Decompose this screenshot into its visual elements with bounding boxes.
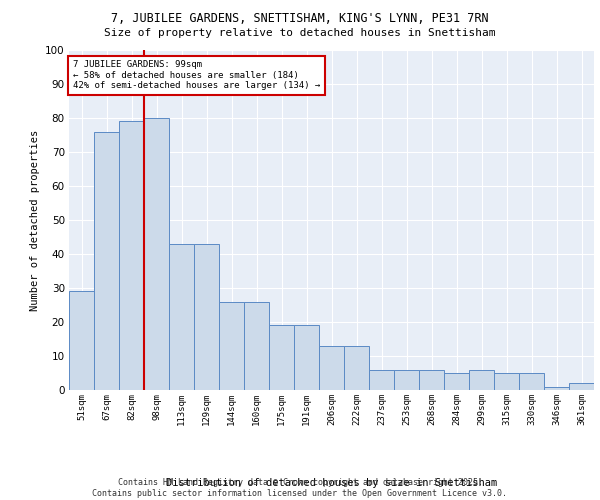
Bar bbox=[469, 370, 494, 390]
Bar bbox=[319, 346, 344, 390]
Bar bbox=[544, 386, 569, 390]
Bar bbox=[369, 370, 394, 390]
Text: Contains HM Land Registry data © Crown copyright and database right 2025.
Contai: Contains HM Land Registry data © Crown c… bbox=[92, 478, 508, 498]
Bar bbox=[94, 132, 119, 390]
Bar bbox=[494, 373, 519, 390]
X-axis label: Distribution of detached houses by size in Snettisham: Distribution of detached houses by size … bbox=[166, 478, 497, 488]
Bar bbox=[519, 373, 544, 390]
Bar bbox=[194, 244, 219, 390]
Bar bbox=[169, 244, 194, 390]
Bar bbox=[219, 302, 244, 390]
Bar bbox=[419, 370, 444, 390]
Bar bbox=[244, 302, 269, 390]
Text: 7, JUBILEE GARDENS, SNETTISHAM, KING'S LYNN, PE31 7RN: 7, JUBILEE GARDENS, SNETTISHAM, KING'S L… bbox=[111, 12, 489, 26]
Bar bbox=[444, 373, 469, 390]
Bar bbox=[344, 346, 369, 390]
Bar bbox=[69, 292, 94, 390]
Y-axis label: Number of detached properties: Number of detached properties bbox=[29, 130, 40, 310]
Bar bbox=[569, 383, 594, 390]
Bar bbox=[144, 118, 169, 390]
Text: 7 JUBILEE GARDENS: 99sqm
← 58% of detached houses are smaller (184)
42% of semi-: 7 JUBILEE GARDENS: 99sqm ← 58% of detach… bbox=[73, 60, 320, 90]
Text: Size of property relative to detached houses in Snettisham: Size of property relative to detached ho… bbox=[104, 28, 496, 38]
Bar bbox=[294, 326, 319, 390]
Bar bbox=[394, 370, 419, 390]
Bar bbox=[269, 326, 294, 390]
Bar bbox=[119, 122, 144, 390]
